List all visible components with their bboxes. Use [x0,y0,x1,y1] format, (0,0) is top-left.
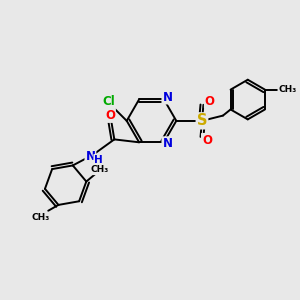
Text: S: S [197,113,207,128]
Text: N: N [162,91,172,103]
Text: O: O [205,95,215,108]
Text: Cl: Cl [103,95,116,108]
Text: CH₃: CH₃ [90,165,109,174]
Text: CH₃: CH₃ [32,213,50,222]
Text: N: N [85,149,95,163]
Text: N: N [162,137,172,150]
Text: CH₃: CH₃ [278,85,296,94]
Text: H: H [94,155,103,165]
Text: O: O [202,134,212,147]
Text: O: O [105,109,115,122]
